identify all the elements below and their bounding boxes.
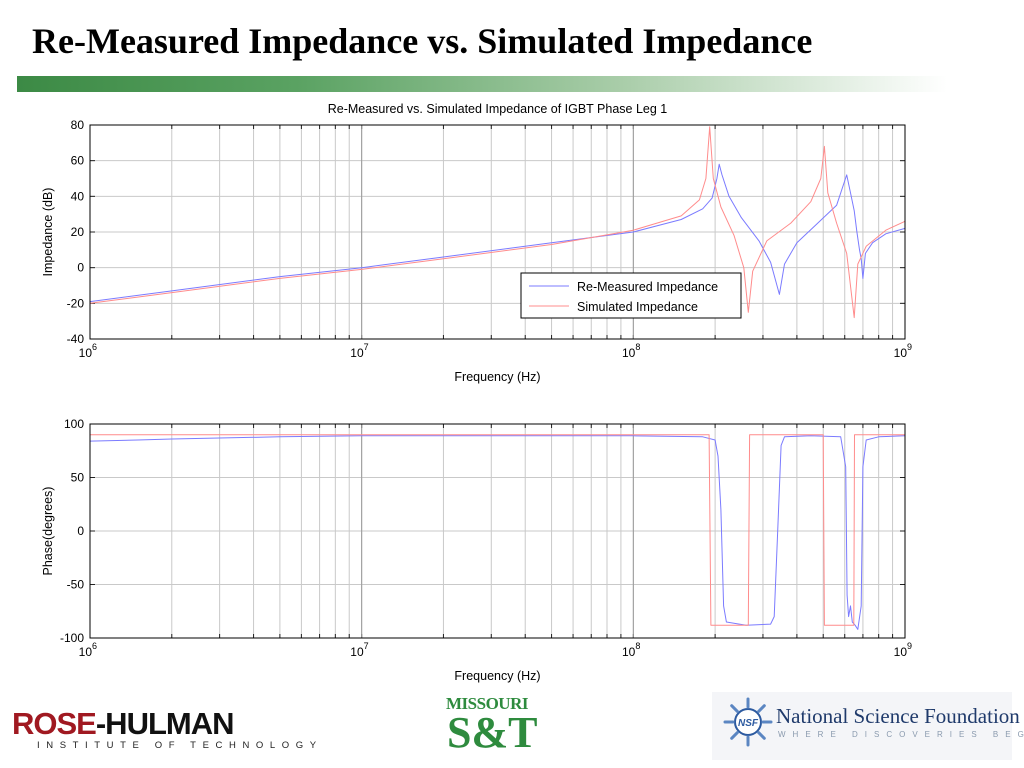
y-tick-label: 20 bbox=[71, 225, 85, 239]
y-tick-label: 0 bbox=[77, 261, 84, 275]
x-tick-label-base: 10 bbox=[79, 645, 93, 659]
x-tick-label-exponent: 6 bbox=[92, 641, 97, 651]
slide-title: Re-Measured Impedance vs. Simulated Impe… bbox=[32, 21, 813, 61]
x-tick-label-exponent: 6 bbox=[92, 342, 97, 352]
y-tick-label: -100 bbox=[60, 631, 84, 645]
series-line-simulated bbox=[89, 126, 906, 319]
x-tick-label-base: 10 bbox=[79, 346, 93, 360]
x-tick-label-exponent: 8 bbox=[635, 342, 640, 352]
x-tick-label-base: 10 bbox=[622, 645, 636, 659]
x-axis-label: Frequency (Hz) bbox=[454, 669, 540, 683]
y-axis-label: Phase(degrees) bbox=[41, 487, 55, 576]
axes-box bbox=[89, 124, 906, 340]
x-tick-label-base: 10 bbox=[350, 346, 364, 360]
series-line-remeasured bbox=[89, 435, 906, 630]
x-tick-label-exponent: 9 bbox=[907, 641, 912, 651]
title-underline-bar bbox=[17, 76, 947, 92]
legend-box bbox=[520, 272, 742, 319]
x-tick-label-base: 10 bbox=[894, 645, 908, 659]
x-axis-label: Frequency (Hz) bbox=[454, 370, 540, 384]
series-line-remeasured bbox=[89, 163, 906, 303]
x-tick-label-exponent: 7 bbox=[364, 641, 369, 651]
legend-label-simulated: Simulated Impedance bbox=[577, 300, 698, 314]
x-tick-label-exponent: 7 bbox=[364, 342, 369, 352]
legend-label-remeasured: Re-Measured Impedance bbox=[577, 280, 718, 294]
y-tick-label: 50 bbox=[71, 471, 85, 485]
y-tick-label: 80 bbox=[71, 118, 85, 132]
y-tick-label: 100 bbox=[64, 417, 84, 431]
x-tick-label-exponent: 9 bbox=[907, 342, 912, 352]
axes-box bbox=[89, 423, 906, 639]
y-axis-label: Impedance (dB) bbox=[41, 188, 55, 277]
x-tick-label-base: 10 bbox=[894, 346, 908, 360]
chart-title: Re-Measured vs. Simulated Impedance of I… bbox=[328, 102, 668, 116]
x-tick-label-base: 10 bbox=[350, 645, 364, 659]
y-tick-label: -40 bbox=[67, 332, 85, 346]
y-tick-label: 60 bbox=[71, 154, 85, 168]
svg-text:NSF: NSF bbox=[738, 718, 759, 729]
x-tick-label-exponent: 8 bbox=[635, 641, 640, 651]
series-line-simulated bbox=[90, 434, 905, 626]
y-tick-label: 0 bbox=[77, 524, 84, 538]
y-tick-label: -50 bbox=[67, 578, 85, 592]
y-tick-label: -20 bbox=[67, 296, 85, 310]
x-tick-label-base: 10 bbox=[622, 346, 636, 360]
y-tick-label: 40 bbox=[71, 189, 85, 203]
